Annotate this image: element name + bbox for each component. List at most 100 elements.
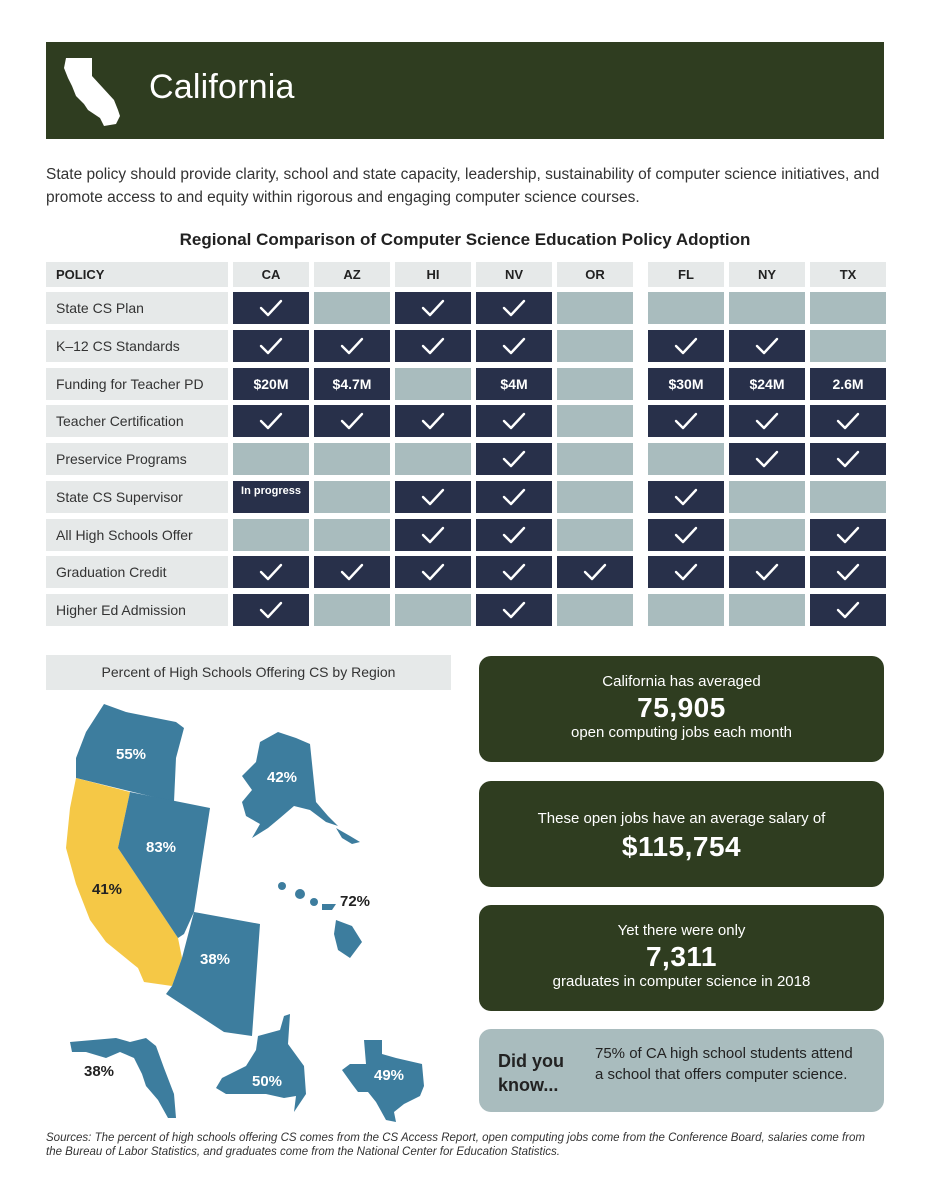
table-cell-higher-ed-admission-or: [557, 594, 633, 626]
table-cell-higher-ed-admission-ny: [729, 594, 805, 626]
table-cell-preservice-programs-az: [314, 443, 390, 475]
check-icon: [674, 488, 698, 505]
table-cell-preservice-programs-ca: [233, 443, 309, 475]
check-icon: [340, 413, 364, 430]
table-cell-state-cs-supervisor-nv: [476, 480, 552, 513]
check-icon: [755, 450, 779, 468]
table-cell-graduation-credit-fl: [648, 556, 724, 589]
region-map: 55% 42% 83% 41% 72% 38% 38% 50% 49%: [46, 698, 446, 1122]
check-icon: [836, 450, 860, 468]
check-icon: [259, 601, 283, 619]
did-you-know-box: Did you know... 75% of CA high school st…: [479, 1029, 884, 1112]
table-cell-preservice-programs-or: [557, 443, 633, 475]
table-cell-funding-for-teacher-pd-hi: [395, 367, 471, 400]
table-cell-preservice-programs-tx: [810, 443, 886, 475]
region-map-svg: [66, 704, 424, 1122]
check-icon: [421, 488, 445, 505]
table-cell-graduation-credit-ca: [233, 556, 309, 589]
table-cell-funding-for-teacher-pd-or: [557, 367, 633, 400]
table-cell-state-cs-plan-tx: [810, 292, 886, 324]
table-title: Regional Comparison of Computer Science …: [179, 230, 751, 249]
table-cell-all-high-schools-offer-fl: [648, 518, 724, 551]
alaska-shape: [242, 732, 338, 838]
table-cell-state-cs-plan-or: [557, 292, 633, 324]
table-cell-higher-ed-admission-hi: [395, 594, 471, 626]
table-cell-state-cs-supervisor-fl: [648, 480, 724, 513]
table-cell-funding-for-teacher-pd-fl: $30M: [648, 367, 724, 400]
table-cell-preservice-programs-hi: [395, 443, 471, 475]
table-cell-teacher-certification-nv: [476, 405, 552, 438]
florida-shape: [70, 1038, 176, 1118]
check-icon: [502, 413, 526, 430]
table-cell-graduation-credit-hi: [395, 556, 471, 589]
check-icon: [421, 526, 445, 543]
check-icon: [502, 299, 526, 317]
check-icon: [259, 337, 283, 354]
table-cell-funding-for-teacher-pd-ny: $24M: [729, 367, 805, 400]
stat-graduates-line1: Yet there were only: [617, 922, 746, 939]
check-icon: [259, 413, 283, 430]
table-cell-graduation-credit-az: [314, 556, 390, 589]
table-header-az: AZ: [314, 262, 390, 287]
table-cell-k-12-cs-standards-hi: [395, 329, 471, 362]
table-cell-state-cs-plan-az: [314, 292, 390, 324]
table-cell-preservice-programs-nv: [476, 443, 552, 475]
table-cell-k-12-cs-standards-fl: [648, 329, 724, 362]
check-icon: [502, 450, 526, 468]
table-cell-state-cs-supervisor-ca: In progress: [233, 480, 309, 513]
table-cell-state-cs-supervisor-tx: [810, 480, 886, 513]
table-cell-all-high-schools-offer-ny: [729, 518, 805, 551]
table-cell-teacher-certification-az: [314, 405, 390, 438]
table-cell-state-cs-supervisor-hi: [395, 480, 471, 513]
sources-note: Sources: The percent of high schools off…: [46, 1132, 866, 1158]
table-row-label-higher-ed-admission: Higher Ed Admission: [46, 594, 228, 626]
table-cell-state-cs-supervisor-or: [557, 480, 633, 513]
nevada-shape: [118, 792, 210, 938]
table-header-fl: FL: [648, 262, 724, 287]
check-icon: [583, 564, 607, 581]
table-cell-graduation-credit-tx: [810, 556, 886, 589]
table-cell-value: $30M: [668, 375, 704, 392]
table-cell-state-cs-plan-nv: [476, 292, 552, 324]
check-icon: [836, 601, 860, 619]
table-row-label-all-high-schools-offer: All High Schools Offer: [46, 518, 228, 551]
pct-oregon: 55%: [116, 746, 147, 763]
table-cell-higher-ed-admission-az: [314, 594, 390, 626]
table-row-label-state-cs-supervisor: State CS Supervisor: [46, 480, 228, 513]
table-cell-value: $20M: [253, 375, 289, 392]
check-icon: [674, 564, 698, 581]
california-shape: [66, 778, 182, 986]
table-cell-k-12-cs-standards-nv: [476, 329, 552, 362]
arizona-shape: [166, 912, 260, 1036]
hawaii-island-1: [278, 882, 286, 890]
table-cell-all-high-schools-offer-az: [314, 518, 390, 551]
table-cell-teacher-certification-or: [557, 405, 633, 438]
table-cell-teacher-certification-tx: [810, 405, 886, 438]
table-cell-state-cs-plan-hi: [395, 292, 471, 324]
hawaii-island-2: [295, 889, 305, 899]
table-cell-value: In progress: [241, 484, 301, 497]
table-cell-teacher-certification-ny: [729, 405, 805, 438]
page-title: California: [149, 68, 295, 106]
table-cell-k-12-cs-standards-tx: [810, 329, 886, 362]
check-icon: [502, 488, 526, 505]
check-icon: [421, 299, 445, 317]
table-header-ca: CA: [233, 262, 309, 287]
table-cell-all-high-schools-offer-hi: [395, 518, 471, 551]
texas-shape: [342, 1040, 424, 1122]
check-icon: [421, 337, 445, 354]
intro-text: State policy should provide clarity, sch…: [46, 166, 880, 206]
stat-jobs-line1: California has averaged: [602, 673, 761, 690]
new-york-shape: [216, 1014, 306, 1112]
check-icon: [755, 337, 779, 354]
check-icon: [502, 564, 526, 581]
pct-california: 41%: [92, 881, 123, 898]
table-cell-graduation-credit-ny: [729, 556, 805, 589]
table-cell-state-cs-plan-ny: [729, 292, 805, 324]
table-header-tx: TX: [810, 262, 886, 287]
check-icon: [421, 413, 445, 430]
pct-hawaii: 72%: [340, 893, 371, 910]
pct-nevada: 83%: [146, 839, 177, 856]
stat-salary-value: $115,754: [621, 831, 742, 862]
table-header-ny: NY: [729, 262, 805, 287]
